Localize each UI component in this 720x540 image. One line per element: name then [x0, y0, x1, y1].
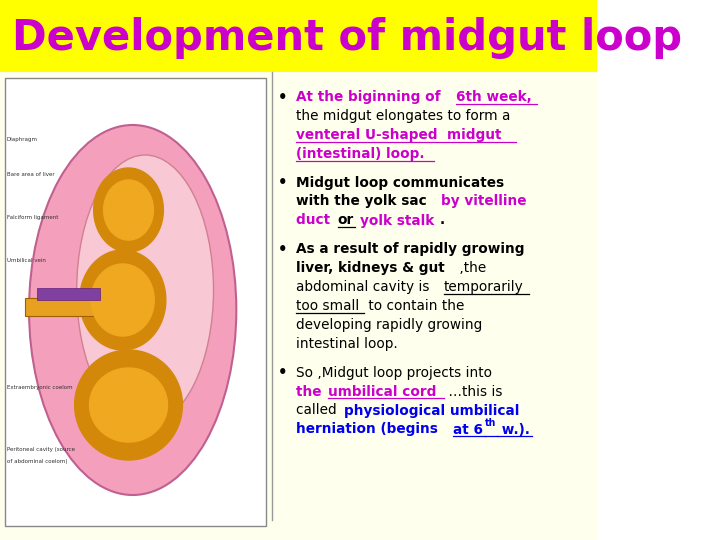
- Text: Falciform ligament: Falciform ligament: [6, 215, 58, 220]
- Text: •: •: [278, 90, 287, 105]
- Bar: [0, 0, 597, 72]
- Text: Peritoneal cavity (source: Peritoneal cavity (source: [6, 448, 75, 453]
- Bar: [25, 298, 108, 316]
- Text: intestinal loop.: intestinal loop.: [296, 337, 397, 351]
- Text: th: th: [485, 417, 496, 428]
- Text: umbilical cord: umbilical cord: [328, 384, 437, 399]
- Text: temporarily: temporarily: [444, 280, 523, 294]
- Text: …this is: …this is: [444, 384, 503, 399]
- Bar: [0, 72, 597, 540]
- Text: Umbilical vein: Umbilical vein: [6, 258, 45, 262]
- Polygon shape: [104, 180, 153, 240]
- Text: Extraembryonic coelom: Extraembryonic coelom: [6, 386, 72, 390]
- Text: duct: duct: [296, 213, 335, 227]
- Text: of abdominal coelom): of abdominal coelom): [6, 460, 67, 464]
- Text: Development of midgut loop: Development of midgut loop: [12, 17, 682, 59]
- Text: physiological umbilical: physiological umbilical: [344, 403, 520, 417]
- Text: Midgut loop communicates: Midgut loop communicates: [296, 176, 504, 190]
- Text: yolk stalk: yolk stalk: [360, 213, 434, 227]
- Bar: [5, 78, 266, 526]
- Text: liver, kidneys & gut: liver, kidneys & gut: [296, 261, 445, 275]
- Text: .: .: [439, 213, 445, 227]
- Polygon shape: [80, 250, 166, 350]
- Text: Diaphragm: Diaphragm: [6, 138, 37, 143]
- Polygon shape: [75, 350, 182, 460]
- Polygon shape: [91, 264, 154, 336]
- Text: ,the: ,the: [455, 261, 487, 275]
- Text: (intestinal) loop.: (intestinal) loop.: [296, 147, 425, 161]
- Text: the midgut elongates to form a: the midgut elongates to form a: [296, 109, 510, 123]
- Text: w.).: w.).: [498, 422, 530, 436]
- Text: the: the: [296, 384, 326, 399]
- Text: at 6: at 6: [453, 422, 483, 436]
- Text: At the biginning of: At the biginning of: [296, 90, 446, 104]
- Text: As a result of rapidly growing: As a result of rapidly growing: [296, 242, 525, 256]
- Text: •: •: [278, 366, 287, 381]
- Ellipse shape: [77, 155, 214, 425]
- Text: to contain the: to contain the: [364, 299, 464, 313]
- Text: or: or: [338, 213, 354, 227]
- Text: •: •: [278, 176, 287, 191]
- Text: abdominal cavity is: abdominal cavity is: [296, 280, 434, 294]
- Text: •: •: [278, 242, 287, 257]
- Text: called: called: [296, 403, 341, 417]
- Polygon shape: [89, 368, 168, 442]
- Text: So ,Midgut loop projects into: So ,Midgut loop projects into: [296, 366, 492, 380]
- Text: Bare area of liver: Bare area of liver: [6, 172, 54, 178]
- Bar: [37, 288, 99, 300]
- Polygon shape: [94, 168, 163, 252]
- Text: by vitelline: by vitelline: [441, 194, 526, 208]
- Text: herniation (begins: herniation (begins: [296, 422, 443, 436]
- Ellipse shape: [29, 125, 236, 495]
- Text: developing rapidly growing: developing rapidly growing: [296, 318, 482, 332]
- Text: 6th week,: 6th week,: [456, 90, 531, 104]
- Text: too small: too small: [296, 299, 359, 313]
- Text: with the yolk sac: with the yolk sac: [296, 194, 431, 208]
- Text: venteral U-shaped  midgut: venteral U-shaped midgut: [296, 128, 502, 142]
